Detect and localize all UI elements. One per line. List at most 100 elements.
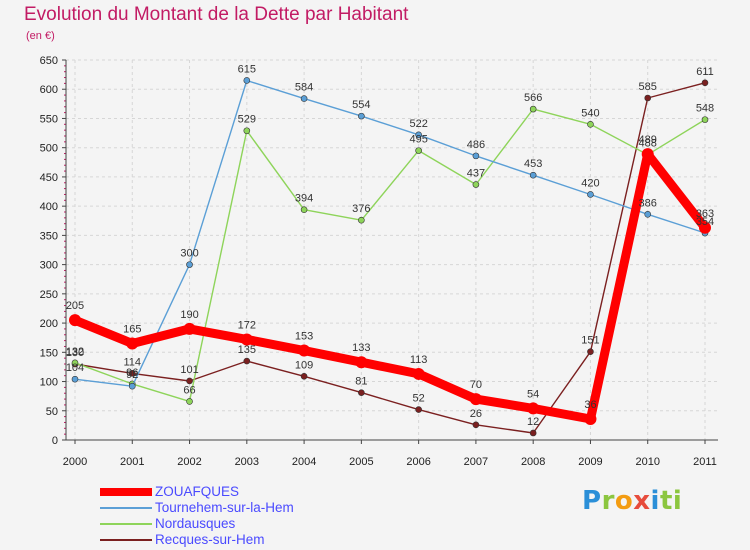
y-tick-label: 350 [40, 230, 58, 242]
data-point-recques-sur-hem [415, 406, 422, 413]
data-point-zouafques [126, 337, 139, 350]
chart-subtitle: (en €) [26, 30, 55, 42]
data-label-nordausques: 495 [409, 134, 427, 146]
data-labels: 130 114 101 135 109 81 52 26 12 151 585 611 132 96 66 5… [66, 63, 714, 428]
legend-swatch [100, 507, 152, 509]
data-label-recques-sur-hem: 135 [238, 344, 256, 356]
axes [62, 59, 718, 444]
data-label-nordausques: 376 [352, 203, 370, 215]
y-tick-label: 250 [40, 289, 58, 301]
data-label-nordausques: 394 [295, 193, 313, 205]
y-tick-label: 650 [40, 55, 58, 67]
data-label-zouafques: 133 [352, 342, 370, 354]
data-label-zouafques: 165 [123, 324, 141, 336]
data-label-recques-sur-hem: 12 [527, 416, 539, 428]
data-label-nordausques: 132 [66, 346, 84, 358]
y-tick-label: 600 [40, 84, 58, 96]
data-label-recques-sur-hem: 114 [123, 356, 141, 368]
data-point-tournehem-sur-la-hem [128, 382, 136, 390]
y-tick-label: 300 [40, 260, 58, 272]
data-label-zouafques: 54 [527, 388, 539, 400]
x-tick-label: 2002 [177, 456, 201, 468]
series-line-recques-sur-hem [74, 82, 706, 434]
data-point-nordausques [701, 116, 709, 123]
data-point-nordausques [587, 121, 594, 128]
data-label-nordausques: 566 [524, 92, 542, 104]
data-label-zouafques: 190 [180, 309, 198, 321]
data-point-tournehem-sur-la-hem [415, 131, 422, 139]
data-point-tournehem-sur-la-hem [358, 112, 365, 120]
x-tick-label: 2006 [406, 456, 430, 468]
data-point-zouafques [412, 367, 425, 380]
legend-swatch [100, 523, 152, 525]
x-tick-label: 2011 [693, 456, 717, 468]
x-tick-label: 2010 [635, 456, 659, 468]
data-label-tournehem-sur-la-hem: 615 [238, 63, 256, 75]
data-point-tournehem-sur-la-hem [472, 152, 480, 160]
data-point-zouafques [298, 344, 311, 357]
data-point-nordausques [472, 181, 480, 188]
x-tick-label: 2009 [578, 456, 602, 468]
data-label-nordausques: 548 [696, 103, 714, 115]
data-label-tournehem-sur-la-hem: 453 [524, 158, 542, 170]
data-point-nordausques [71, 359, 79, 367]
data-point-zouafques [69, 314, 81, 327]
y-axis-ticks: 0 50 100 150 200 250 300 350 400 450 500 550 600 650 [40, 55, 58, 447]
data-label-tournehem-sur-la-hem: 584 [295, 82, 313, 94]
data-label-tournehem-sur-la-hem: 554 [352, 99, 370, 111]
data-point-zouafques [641, 148, 654, 161]
data-point-nordausques [300, 206, 308, 213]
x-tick-label: 2007 [464, 456, 488, 468]
data-point-recques-sur-hem [644, 94, 652, 102]
x-axis-ticks: 2000 2001 2002 2003 2004 2005 2006 2007 2008 2009… [63, 456, 717, 468]
data-point-tournehem-sur-la-hem [529, 171, 537, 179]
data-label-zouafques: 113 [410, 354, 428, 366]
y-tick-label: 150 [40, 347, 58, 359]
data-point-nordausques [186, 398, 193, 405]
legend-label: Nordausques [155, 516, 236, 531]
data-label-zouafques: 363 [696, 208, 714, 220]
data-label-zouafques: 70 [470, 379, 482, 391]
data-point-tournehem-sur-la-hem [186, 261, 193, 268]
data-point-zouafques [584, 412, 597, 425]
data-point-tournehem-sur-la-hem [243, 77, 251, 84]
data-point-zouafques [183, 322, 196, 335]
data-label-recques-sur-hem: 611 [696, 66, 714, 78]
data-label-tournehem-sur-la-hem: 522 [409, 118, 427, 130]
data-point-recques-sur-hem [300, 372, 308, 380]
proxiti-logo: Proxiti [582, 486, 683, 516]
data-label-nordausques: 540 [581, 107, 599, 119]
x-tick-label: 2004 [292, 456, 316, 468]
legend-swatch [100, 488, 152, 496]
data-point-zouafques [355, 356, 368, 369]
data-label-zouafques: 153 [295, 331, 313, 343]
data-point-recques-sur-hem [701, 79, 709, 87]
data-label-recques-sur-hem: 130 [66, 347, 84, 359]
data-label-zouafques: 36 [584, 399, 596, 411]
data-label-recques-sur-hem: 26 [470, 408, 482, 420]
data-point-tournehem-sur-la-hem [71, 375, 79, 383]
data-point-nordausques [243, 127, 251, 135]
y-tick-label: 450 [40, 172, 58, 184]
data-label-recques-sur-hem: 151 [581, 335, 599, 347]
legend-label: Recques-sur-Hem [155, 532, 265, 547]
data-label-nordausques: 96 [126, 367, 138, 379]
legend-label: ZOUAFQUES [155, 484, 240, 499]
y-tick-label: 500 [40, 143, 58, 155]
y-tick-label: 0 [52, 435, 58, 447]
y-tick-label: 550 [40, 113, 58, 125]
series-line-zouafques [70, 149, 710, 424]
series-line-nordausques [74, 108, 706, 403]
data-label-nordausques: 437 [467, 168, 485, 180]
data-label-tournehem-sur-la-hem: 92 [126, 369, 138, 381]
data-point-tournehem-sur-la-hem [587, 191, 594, 198]
data-point-zouafques [527, 402, 540, 415]
data-label-nordausques: 488 [639, 138, 657, 150]
x-tick-label: 2001 [120, 456, 144, 468]
data-label-nordausques: 66 [183, 384, 195, 396]
data-point-recques-sur-hem [472, 421, 480, 429]
data-label-zouafques: 172 [238, 319, 256, 331]
data-label-recques-sur-hem: 81 [355, 376, 367, 388]
data-point-nordausques [415, 147, 422, 154]
